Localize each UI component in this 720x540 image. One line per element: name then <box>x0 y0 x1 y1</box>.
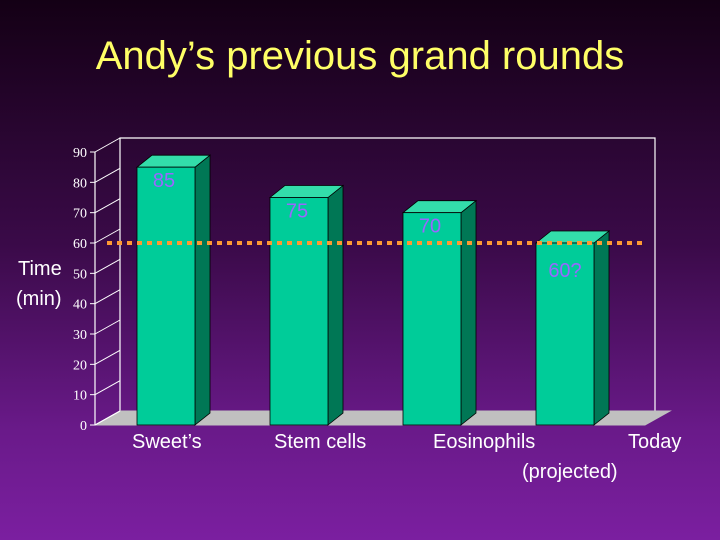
y-axis-label-line-2: (min) <box>16 288 62 310</box>
y-tick-label: 80 <box>73 176 87 191</box>
bar-3 <box>535 242 595 426</box>
y-tick-depth <box>94 198 121 214</box>
y-tick-label: 10 <box>73 389 87 404</box>
y-tick-depth <box>94 167 121 183</box>
bar-side-2 <box>460 199 477 426</box>
y-tick-depth <box>94 137 121 153</box>
y-tick-label: 70 <box>73 207 87 222</box>
y-tick-label: 60 <box>73 237 87 252</box>
y-tick-label: 90 <box>73 146 87 161</box>
y-tick-depth <box>94 258 121 274</box>
x-tick-label-eosinophils: Eosinophils <box>433 431 536 453</box>
plot-back-wall <box>119 137 656 411</box>
y-tick-label: 40 <box>73 298 87 313</box>
y-tick-depth <box>94 228 121 244</box>
bar-2 <box>402 212 462 426</box>
y-tick-label: 0 <box>80 419 87 434</box>
bar-0 <box>136 166 196 426</box>
bar-side-3 <box>593 230 610 426</box>
bar-side-0 <box>194 154 211 426</box>
y-tick-label: 50 <box>73 267 87 282</box>
x-tick-label-stem-cells: Stem cells <box>274 431 367 453</box>
bar-side-1 <box>327 184 344 426</box>
y-tick-depth <box>94 380 121 396</box>
y-tick-depth <box>94 349 121 365</box>
data-label-3: 60? <box>548 260 581 282</box>
y-tick-depth <box>94 319 121 335</box>
data-label-0: 85 <box>153 170 175 192</box>
x-tick-label-today: Today <box>628 431 682 453</box>
data-label-1: 75 <box>286 201 308 223</box>
y-axis-label-line-1: Time <box>18 258 62 280</box>
y-tick-depth <box>94 289 121 305</box>
slide-title: Andy’s previous grand rounds <box>95 34 625 78</box>
data-label-2: 70 <box>419 216 441 238</box>
x-tick-label-sweets: Sweet’s <box>132 431 202 453</box>
y-tick-label: 20 <box>73 358 87 373</box>
bar-1 <box>269 197 329 426</box>
y-tick-depth <box>94 410 121 426</box>
y-tick-label: 30 <box>73 328 87 343</box>
x-tick-sublabel-projected: (projected) <box>522 461 618 483</box>
